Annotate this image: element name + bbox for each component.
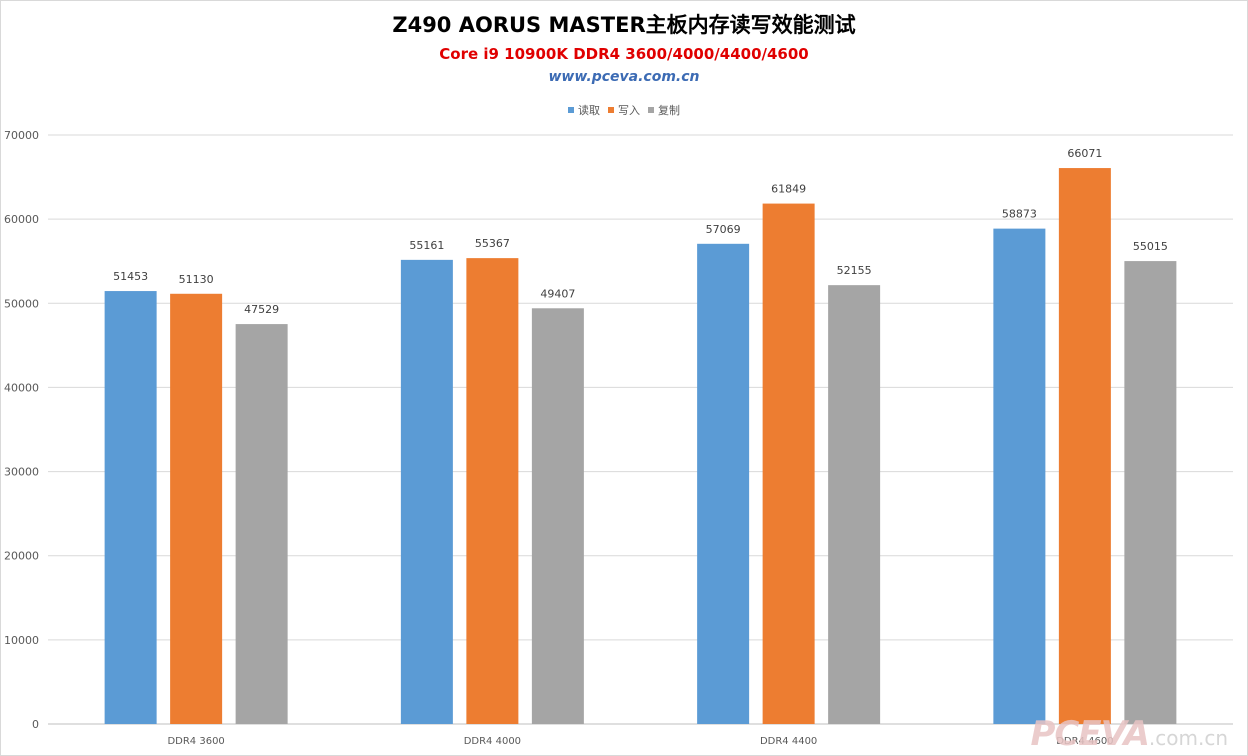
- y-tick-label: 40000: [4, 381, 39, 394]
- bar: [1124, 261, 1177, 724]
- legend-swatch: [608, 107, 614, 113]
- x-tick-label: DDR4 4600: [1056, 736, 1113, 747]
- chart-title: Z490 AORUS MASTER主板内存读写效能测试: [392, 13, 856, 37]
- bar: [993, 228, 1046, 724]
- data-label: 51130: [179, 273, 214, 286]
- bar: [828, 285, 881, 724]
- data-label: 61849: [771, 183, 806, 196]
- x-tick-label: DDR4 4400: [760, 736, 817, 747]
- bar: [235, 324, 288, 724]
- bar: [104, 291, 157, 724]
- data-label: 66071: [1067, 147, 1102, 160]
- bar: [697, 243, 750, 725]
- bar: [531, 308, 584, 724]
- y-tick-label: 60000: [4, 213, 39, 226]
- x-tick-label: DDR4 4000: [464, 736, 521, 747]
- data-label: 58873: [1002, 208, 1037, 221]
- legend: 读取 写入 复制: [0, 102, 1248, 118]
- chart-subtitle: Core i9 10900K DDR4 3600/4000/4400/4600: [439, 45, 809, 63]
- legend-item: 写入: [608, 102, 640, 118]
- y-tick-label: 10000: [4, 634, 39, 647]
- legend-label: 复制: [658, 104, 680, 117]
- data-label: 55161: [409, 239, 444, 252]
- legend-swatch: [648, 107, 654, 113]
- data-label: 47529: [244, 303, 279, 316]
- data-label: 57069: [706, 223, 741, 236]
- bar: [1058, 168, 1111, 725]
- data-label: 51453: [113, 270, 148, 283]
- x-tick-label: DDR4 3600: [167, 736, 224, 747]
- y-tick-label: 50000: [4, 297, 39, 310]
- data-label: 55015: [1133, 240, 1168, 253]
- legend-label: 写入: [618, 104, 640, 117]
- y-tick-label: 30000: [4, 466, 39, 479]
- source-url: www.pceva.com.cn: [548, 69, 700, 85]
- watermark-brand: PCEVA: [1030, 714, 1149, 754]
- bar: [762, 203, 815, 724]
- watermark-logo: PCEVA.com.cn: [1030, 714, 1228, 754]
- y-tick-label: 0: [32, 718, 39, 731]
- legend-label: 读取: [578, 104, 600, 117]
- y-tick-label: 20000: [4, 550, 39, 563]
- data-label: 55367: [475, 237, 510, 250]
- data-label: 52155: [837, 264, 872, 277]
- data-label: 49407: [540, 287, 575, 300]
- bar: [400, 259, 453, 724]
- y-tick-label: 70000: [4, 129, 39, 142]
- bar: [466, 258, 519, 724]
- bar: [170, 293, 223, 724]
- legend-item: 复制: [648, 102, 680, 118]
- legend-swatch: [568, 107, 574, 113]
- watermark-suffix: .com.cn: [1148, 726, 1228, 750]
- legend-item: 读取: [568, 102, 600, 118]
